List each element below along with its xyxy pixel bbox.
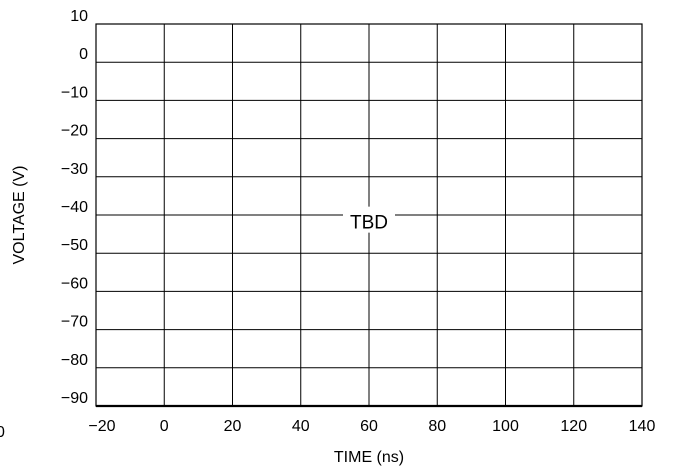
y-tick-label: −70 <box>61 314 88 331</box>
y-tick-label: −10 <box>61 84 88 101</box>
y-tick-label: −80 <box>61 352 88 369</box>
y-tick-label: −40 <box>61 199 88 216</box>
x-tick-label: 120 <box>560 418 587 435</box>
y-tick-label: −50 <box>61 237 88 254</box>
x-axis-title: TIME (ns) <box>334 449 404 466</box>
y-tick-label: −20 <box>61 123 88 140</box>
x-tick-label: 100 <box>492 418 519 435</box>
x-tick-label: 80 <box>428 418 446 435</box>
x-tick-labels: −20 0 20 40 60 80 100 120 140 <box>88 418 655 435</box>
y-tick-label: 10 <box>70 8 88 25</box>
y-tick-labels: 10 0 −10 −20 −30 −40 −50 −60 −70 −80 −90 <box>61 8 88 407</box>
y-tick-label: −60 <box>61 275 88 292</box>
x-tick-label: 40 <box>292 418 310 435</box>
x-tick-label: 140 <box>629 418 656 435</box>
annotation-background <box>343 206 395 233</box>
x-tick-label: 60 <box>360 418 378 435</box>
y-tick-label: 0 <box>79 46 88 63</box>
annotation-tbd: TBD <box>350 213 388 234</box>
stray-tick-label: 0 <box>0 424 5 441</box>
y-axis-title: VOLTAGE (V) <box>11 166 28 265</box>
y-tick-label: −30 <box>61 161 88 178</box>
y-tick-label: −90 <box>61 390 88 407</box>
x-tick-label: 20 <box>224 418 242 435</box>
x-tick-label: −20 <box>88 418 115 435</box>
x-tick-label: 0 <box>160 418 169 435</box>
grid-lines <box>95 23 643 407</box>
